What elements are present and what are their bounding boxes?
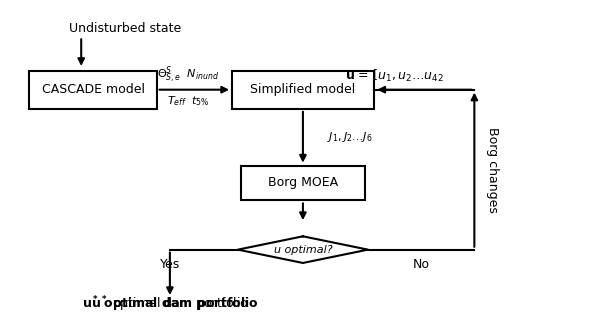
Text: Yes: Yes xyxy=(160,258,180,271)
Text: $\mathbf{u^*}$ optimal dam portfolio: $\mathbf{u^*}$ optimal dam portfolio xyxy=(81,295,258,314)
Text: $\Theta_{S,e}^{S}$  $N_{inund}$: $\Theta_{S,e}^{S}$ $N_{inund}$ xyxy=(157,64,219,85)
Text: Undisturbed state: Undisturbed state xyxy=(69,22,182,35)
Text: Borg MOEA: Borg MOEA xyxy=(268,176,338,190)
Text: $\mathbf{u^*}$ optimal dam portfolio: $\mathbf{u^*}$ optimal dam portfolio xyxy=(91,295,249,314)
Text: CASCADE model: CASCADE model xyxy=(42,83,144,96)
FancyBboxPatch shape xyxy=(232,71,374,109)
Text: No: No xyxy=(413,258,429,271)
Text: $\mathbf{u}$ = $[u_1, u_2 \ldots u_{42}$: $\mathbf{u}$ = $[u_1, u_2 \ldots u_{42}$ xyxy=(345,68,444,84)
Text: Simplified model: Simplified model xyxy=(250,83,356,96)
Text: Borg changes: Borg changes xyxy=(486,127,498,213)
FancyBboxPatch shape xyxy=(30,71,157,109)
Text: $T_{eff}$  $t_{5\%}$: $T_{eff}$ $t_{5\%}$ xyxy=(167,94,210,108)
Text: u optimal?: u optimal? xyxy=(274,245,332,255)
Text: $J_1, J_2 \ldots J_6$: $J_1, J_2 \ldots J_6$ xyxy=(327,130,372,144)
FancyBboxPatch shape xyxy=(241,166,365,201)
